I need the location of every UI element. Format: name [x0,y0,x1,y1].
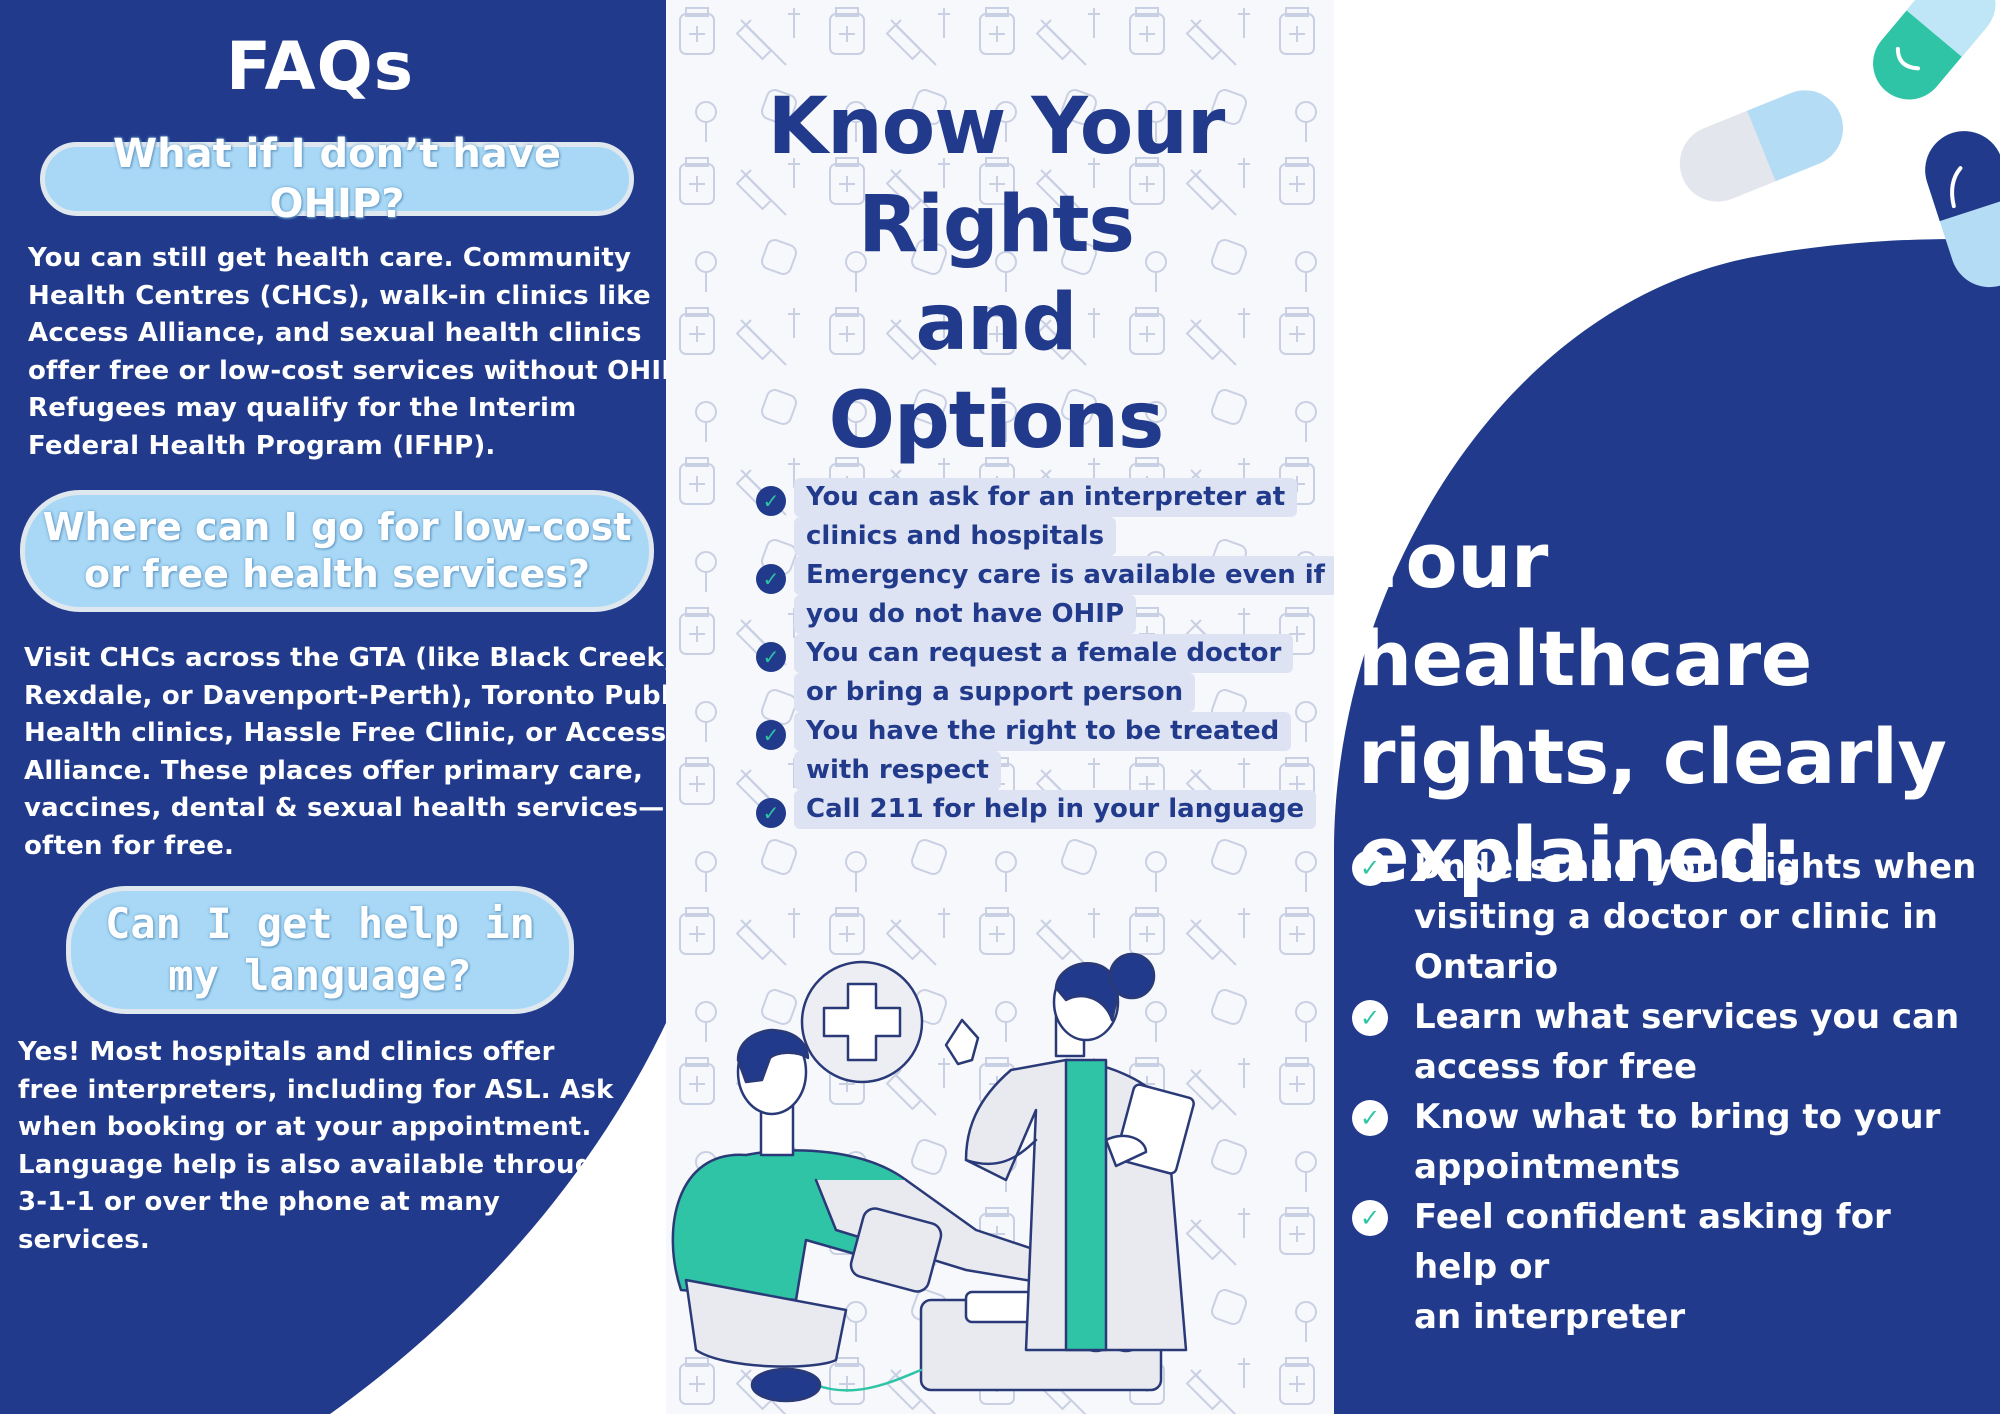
faq-answer-line: Federal Health Program (IFHP). [28,430,496,461]
faq-answer-line: free interpreters, including for ASL. As… [18,1074,614,1105]
faq-answer-line: Refugees may qualify for the Interim [28,393,577,423]
explained-item-line: Feel confident asking for help or [1414,1197,1891,1287]
faq-answer-line: Language help is also available through [18,1149,613,1180]
check-circle-icon: ✓ [756,642,786,672]
check-circle-icon: ✓ [756,720,786,750]
faq-answer-line: Access Alliance, and sexual health clini… [28,318,642,348]
faq-answer-line: Rexdale, or Davenport-Perth), Toronto Pu… [24,680,695,711]
faq-question-text: Where can I go for low-cost or free heal… [42,504,632,597]
faq-question-ohip: What if I don’t have OHIP? [40,131,634,227]
rights-check-line: You can ask for an interpreter at [794,478,1298,517]
faq-answer-line: vaccines, dental & sexual health service… [24,793,665,823]
faq-answer-line: Health Centres (CHCs), walk-in clinics l… [28,280,651,311]
explained-item-line: Know what to bring to your [1414,1097,1941,1137]
check-circle-icon: ✓ [756,798,786,828]
rights-title-line: Options [828,376,1165,466]
faq-title: FAQs [226,28,414,105]
explained-item-line: access for free [1414,1047,1698,1087]
rights-check-line: with respect [794,751,1001,790]
faq-answer-line: Visit CHCs across the GTA (like Black Cr… [24,643,675,673]
explained-title-line: explained: [1358,810,1802,899]
explained-title: Your healthcare rights, clearly explaine… [1358,512,1988,904]
faq-question-text: Can I get help in my language? [105,898,535,1001]
explained-item-line: visiting a doctor or clinic in [1414,897,1938,937]
explained-item-line: Learn what services you can [1414,997,1960,1037]
rights-check-line: Emergency care is available even if [794,556,1334,595]
explained-item-line: Ontario [1414,947,1559,987]
rights-title-line: Know Your [767,82,1226,172]
rights-title-line: Rights and [858,180,1135,368]
explained-title-line: Your healthcare [1358,516,1812,703]
faq-answer-line: Alliance. These places offer primary car… [24,755,644,786]
faq-answer-line: often for free. [24,830,235,861]
explained-item-line: an interpreter [1414,1297,1686,1337]
faq-answer-line: Health clinics, Hassle Free Clinic, or A… [24,718,667,748]
faq-answer-line: offer free or low-cost services without … [28,355,686,386]
faq-question-low-cost: Where can I go for low-cost or free heal… [20,490,654,612]
doctor-patient-illustration [671,952,1195,1403]
rights-check-line: Call 211 for help in your language [794,790,1317,829]
faq-answer-low-cost: Visit CHCs across the GTA (like Black Cr… [24,640,695,865]
rights-check-line: You can request a female doctor [794,634,1294,673]
faq-panel: FAQs What if I don’t have OHIP? You can … [0,0,745,1414]
rights-options-panel: Know Your Rights and Options ✓ You can a… [666,0,1334,1414]
rights-check-line: you do not have OHIP [794,595,1137,634]
explained-item-line: Understand your rights when [1414,847,1977,887]
faq-answer-line: when booking or at your appointment. [18,1112,592,1142]
faq-answer-line: services. [18,1224,150,1255]
check-circle-icon: ✓ [1352,1100,1388,1136]
faq-question-language: Can I get help in my language? [66,886,574,1014]
explained-panel: Your healthcare rights, clearly explaine… [1334,0,2000,1414]
rights-title: Know Your Rights and Options [766,78,1226,470]
rights-check-line: or bring a support person [794,673,1196,712]
faq-question-text: What if I don’t have OHIP? [113,131,561,227]
check-circle-icon: ✓ [1352,1000,1388,1036]
check-circle-icon: ✓ [756,564,786,594]
capsule-pills-icon [1679,0,2000,288]
faq-answer-line: 3-1-1 or over the phone at many [18,1187,501,1217]
check-circle-icon: ✓ [1352,1200,1388,1236]
check-circle-icon: ✓ [756,486,786,516]
faq-answer-line: Yes! Most hospitals and clinics offer [18,1037,555,1067]
rights-check-line: You have the right to be treated [794,712,1292,751]
rights-check-line: clinics and hospitals [794,517,1117,556]
faq-answer-line: You can still get health care. Community [28,243,632,273]
faq-answer-language: Yes! Most hospitals and clinics offer fr… [18,1034,614,1259]
check-circle-icon: ✓ [1352,850,1388,886]
explained-background-shape [1334,239,2000,1414]
explained-title-line: rights, clearly [1358,712,1947,801]
faq-answer-ohip: You can still get health care. Community… [28,240,686,465]
explained-item-line: appointments [1414,1147,1681,1187]
